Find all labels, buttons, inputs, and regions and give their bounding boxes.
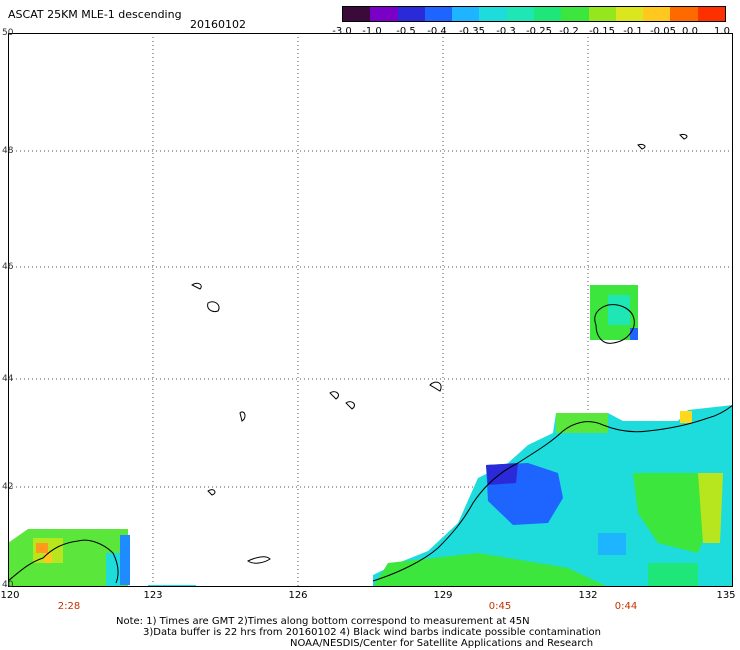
color-scale-label: -0.5 — [396, 26, 416, 37]
swath-patch — [633, 473, 713, 553]
map-frame — [8, 33, 733, 587]
color-scale-label: -0.3 — [496, 26, 516, 37]
island-coastline — [329, 391, 339, 400]
pass-time: 2:28 — [57, 601, 81, 612]
lon-label: 135 — [716, 590, 736, 601]
color-scale-segment — [643, 7, 671, 21]
lat-label: 42 — [2, 482, 14, 492]
color-scale-label: -3.0 — [332, 26, 352, 37]
color-scale-segment — [397, 7, 425, 21]
color-scale-segment — [533, 7, 562, 21]
color-scale-segment — [697, 7, 725, 21]
note-line-2: 3)Data buffer is 22 hrs from 20160102 4)… — [143, 627, 601, 638]
island-coastline — [207, 489, 216, 496]
product-date: 20160102 — [190, 18, 246, 31]
color-scale-segment — [588, 7, 616, 21]
color-scale-labels: -3.0 -1.0 -0.5 -0.4 -0.35 -0.3 -0.25 -0.… — [327, 26, 737, 40]
color-scale-label: -0.25 — [526, 26, 552, 37]
map-plot — [8, 33, 733, 587]
lat-label: 48 — [2, 146, 14, 156]
swath-patch — [373, 553, 608, 587]
swath-patch — [648, 563, 698, 587]
swath-patch — [680, 411, 692, 423]
lat-label: 44 — [2, 374, 14, 384]
lon-label: 132 — [578, 590, 598, 601]
color-scale-label: -0.05 — [650, 26, 676, 37]
pass-time: 0:44 — [614, 601, 638, 612]
color-scale-bar — [342, 6, 726, 22]
color-scale-label: -0.4 — [427, 26, 447, 37]
color-scale-label: -1.0 — [362, 26, 382, 37]
island-coastline — [637, 144, 646, 150]
lat-label: 40 — [2, 580, 14, 590]
island-coastline — [207, 301, 220, 312]
color-scale-label: -0.35 — [459, 26, 485, 37]
wind-swaths — [8, 285, 733, 587]
note-line-3: NOAA/NESDIS/Center for Satellite Applica… — [290, 638, 594, 649]
product-title: ASCAT 25KM MLE-1 descending — [8, 8, 182, 21]
color-scale-segment — [370, 7, 398, 21]
island-coastline — [345, 401, 355, 410]
swath-patch — [608, 295, 630, 325]
color-scale-label: 1.0 — [714, 26, 730, 37]
color-scale-label: -0.2 — [559, 26, 579, 37]
lon-label: 120 — [0, 590, 20, 601]
swath-patch — [36, 543, 48, 553]
swath-patch — [698, 473, 723, 543]
island-coastline — [247, 556, 271, 564]
swath-patch — [598, 533, 626, 555]
coastline-southwest — [8, 539, 119, 584]
island-coastline — [679, 134, 688, 140]
graticule — [8, 33, 733, 587]
swath-patch — [556, 413, 608, 433]
color-scale-label: -0.15 — [589, 26, 615, 37]
lat-label: 50 — [2, 28, 14, 38]
swath-patch — [120, 535, 130, 585]
color-scale-label: 0.0 — [682, 26, 698, 37]
color-scale-segment — [424, 7, 453, 21]
lat-label: 46 — [2, 262, 14, 272]
swath-patch — [630, 328, 638, 340]
swath-patch — [44, 553, 52, 563]
color-scale-segment — [479, 7, 507, 21]
coastlines — [8, 134, 733, 584]
pass-time: 0:45 — [488, 601, 512, 612]
color-scale-segment — [561, 7, 589, 21]
island-coastline — [429, 381, 442, 392]
island-coastline — [239, 411, 246, 422]
island-coastline — [594, 304, 635, 344]
color-scale-segment — [670, 7, 698, 21]
color-scale-label: -0.1 — [623, 26, 643, 37]
lon-label: 126 — [288, 590, 308, 601]
color-scale-segment — [452, 7, 480, 21]
lon-label: 123 — [143, 590, 163, 601]
island-coastline — [191, 282, 202, 290]
color-scale-segment — [343, 7, 371, 21]
coastline-southeast — [372, 404, 733, 582]
color-scale-segment — [615, 7, 644, 21]
color-scale-segment — [506, 7, 534, 21]
note-line-1: Note: 1) Times are GMT 2)Times along bot… — [116, 616, 530, 627]
lon-label: 129 — [433, 590, 453, 601]
